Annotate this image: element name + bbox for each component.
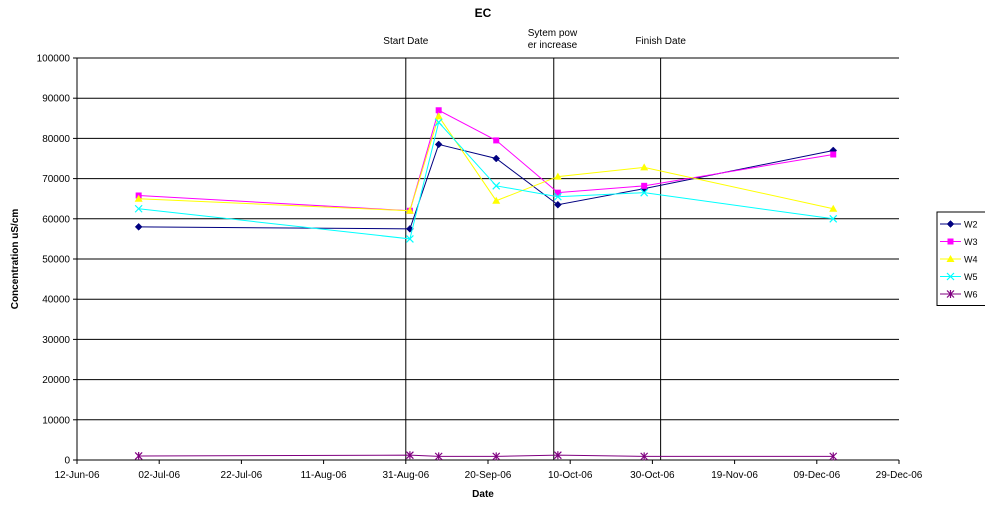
data-point: [434, 452, 443, 461]
legend-label: W3: [964, 237, 978, 247]
data-point: [553, 451, 562, 460]
data-point: [641, 182, 648, 189]
y-tick-label: 80000: [42, 134, 70, 145]
y-tick-label: 20000: [42, 375, 70, 386]
y-tick-label: 60000: [42, 214, 70, 225]
y-tick-label: 90000: [42, 94, 70, 105]
legend-label: W5: [964, 272, 978, 282]
marker-stroke: [829, 214, 838, 223]
data-point: [829, 214, 838, 223]
data-point: [640, 163, 649, 171]
axes: 0 10000 20000 30000 40000 50000 60000 70000 8000…: [37, 54, 923, 482]
data-point: [492, 181, 501, 190]
series-line: [138, 121, 834, 240]
x-axis-title: Date: [472, 489, 494, 500]
data-point: [554, 200, 562, 209]
series-line: [138, 115, 834, 212]
data-point: [434, 140, 443, 149]
legend: W2 W3 W4 W5 W6: [936, 211, 985, 306]
y-tick-label: 40000: [42, 295, 70, 306]
annotation-label: Sytem pow er increase: [528, 28, 578, 51]
y-tick-label: 10000: [42, 415, 70, 426]
data-point: [553, 192, 562, 201]
gridlines: [77, 57, 899, 421]
data-point: [434, 112, 443, 120]
marker-stroke: [946, 272, 955, 281]
marker-stroke: [405, 234, 414, 243]
legend-marker: [946, 290, 955, 298]
data-point: [553, 172, 562, 180]
data-point: [492, 196, 501, 204]
legend-item: W6: [940, 290, 978, 300]
legend-marker: [946, 255, 955, 262]
series-w3: [135, 107, 837, 214]
marker-stroke: [492, 181, 501, 190]
series-w5: [134, 118, 838, 243]
data-point: [435, 107, 442, 114]
data-point: [829, 204, 838, 212]
marker-stroke: [134, 204, 143, 213]
legend-label: W4: [964, 255, 978, 265]
x-tick-label: 11-Aug-06: [301, 470, 347, 481]
y-tick-label: 70000: [42, 174, 70, 185]
x-tick-label: 29-Dec-06: [876, 470, 923, 481]
legend-item: W2: [940, 220, 978, 230]
x-tick-label: 20-Sep-06: [465, 470, 512, 481]
marker-stroke: [640, 188, 649, 197]
annotations: Start Date Sytem pow er increase Finish Dat…: [383, 28, 686, 460]
series-line: [138, 454, 834, 457]
x-tick-label: 19-Nov-06: [711, 470, 758, 481]
series-w4: [134, 112, 838, 214]
data-point: [405, 451, 414, 460]
legend-label: W2: [964, 220, 978, 230]
data-point: [434, 118, 443, 127]
series-w6: [134, 451, 838, 461]
data-point: [640, 452, 649, 461]
data-point: [640, 188, 649, 197]
legend-marker: [946, 272, 955, 281]
y-tick-label: 50000: [42, 255, 70, 266]
data-point: [405, 206, 414, 214]
legend-marker: [946, 220, 955, 228]
series-group: [134, 107, 838, 461]
legend-marker: [947, 238, 954, 245]
data-point: [830, 151, 837, 158]
data-point: [134, 222, 143, 231]
data-point: [134, 194, 143, 202]
x-tick-label: 31-Aug-06: [382, 470, 429, 481]
x-tick-label: 22-Jul-06: [221, 470, 263, 481]
x-tick-label: 12-Jun-06: [54, 470, 99, 481]
x-tick-label: 30-Oct-06: [630, 470, 675, 481]
y-tick-label: 30000: [42, 335, 70, 346]
y-tick-label: 0: [64, 456, 70, 467]
data-point: [492, 154, 501, 163]
data-point: [492, 452, 501, 461]
marker-stroke: [434, 118, 443, 127]
legend-item: W3: [940, 237, 978, 247]
series-line: [138, 109, 834, 212]
data-point: [405, 234, 414, 243]
chart-title: EC: [475, 6, 492, 20]
series-line: [138, 143, 834, 230]
x-tick-label: 02-Jul-06: [138, 470, 180, 481]
y-tick-label: 100000: [37, 54, 71, 65]
marker-stroke: [553, 192, 562, 201]
x-tick-label: 09-Dec-06: [793, 470, 840, 481]
legend-item: W5: [940, 272, 978, 282]
legend-item: W4: [940, 255, 978, 265]
data-point: [134, 451, 143, 460]
data-point: [134, 204, 143, 213]
annotation-label: Finish Date: [635, 36, 686, 47]
data-point: [554, 189, 561, 196]
y-axis-title: Concentration uS/cm: [10, 209, 21, 310]
annotation-label: Start Date: [383, 36, 428, 47]
data-point: [493, 137, 500, 144]
legend-label: W6: [964, 290, 978, 300]
data-point: [829, 452, 838, 461]
x-tick-label: 10-Oct-06: [548, 470, 593, 481]
